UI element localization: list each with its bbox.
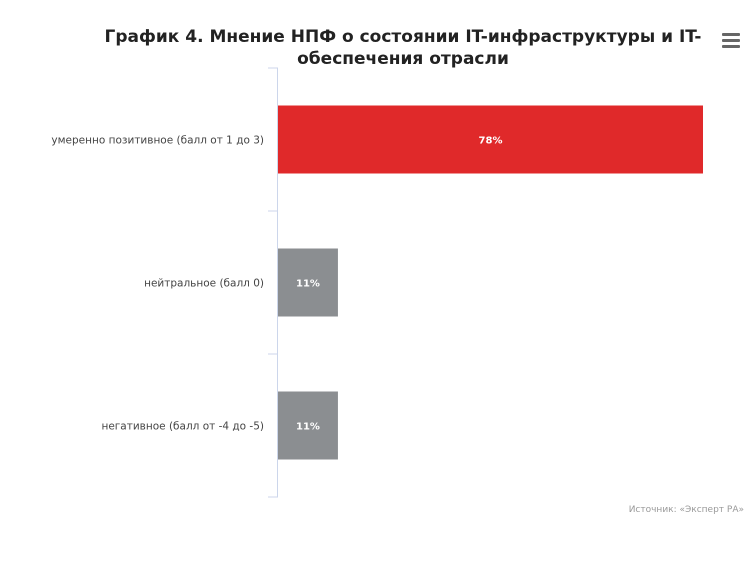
menu-line-icon: [722, 39, 740, 42]
bar: [278, 391, 338, 460]
category-label: умеренно позитивное (балл от 1 до 3): [51, 135, 264, 147]
bar: [278, 248, 338, 317]
data-label: 78%: [479, 136, 503, 147]
data-label: 11%: [296, 422, 320, 433]
chart-title: График 4. Мнение НПФ о состоянии IT-инфр…: [104, 27, 702, 69]
menu-line-icon: [722, 33, 740, 36]
category-label: негативное (балл от -4 до -5): [101, 421, 264, 433]
chart-credit: Источник: «Эксперт РА»: [628, 505, 744, 515]
menu-line-icon: [722, 45, 740, 48]
category-label: нейтральное (балл 0): [144, 278, 264, 290]
hamburger-menu-icon[interactable]: [722, 33, 740, 49]
data-label: 11%: [296, 279, 320, 290]
bar: [278, 105, 703, 174]
